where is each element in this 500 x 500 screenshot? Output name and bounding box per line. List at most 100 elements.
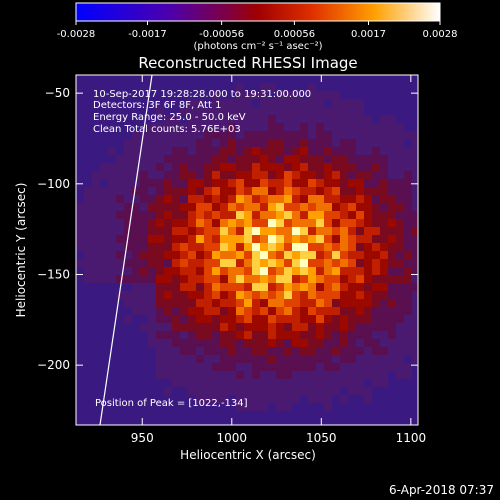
image-pixel	[340, 387, 348, 395]
image-pixel	[268, 155, 276, 163]
image-pixel	[404, 155, 412, 163]
image-pixel	[220, 155, 228, 163]
image-pixel	[172, 123, 180, 131]
image-pixel	[308, 139, 316, 147]
image-pixel	[196, 419, 204, 425]
image-pixel	[404, 75, 412, 83]
image-pixel	[76, 267, 84, 275]
image-pixel	[260, 115, 268, 123]
image-pixel	[388, 171, 396, 179]
image-pixel	[204, 387, 212, 395]
image-pixel	[292, 291, 300, 299]
image-pixel	[252, 211, 260, 219]
image-pixel	[180, 75, 188, 83]
image-pixel	[356, 187, 364, 195]
image-pixel	[276, 155, 284, 163]
image-pixel	[228, 243, 236, 251]
image-pixel	[188, 307, 196, 315]
image-pixel	[268, 203, 276, 211]
image-pixel	[76, 83, 84, 91]
image-pixel	[388, 339, 396, 347]
image-pixel	[172, 219, 180, 227]
image-pixel	[260, 227, 268, 235]
image-pixel	[140, 323, 148, 331]
image-pixel	[332, 203, 340, 211]
image-pixel	[204, 83, 212, 91]
image-pixel	[92, 187, 100, 195]
image-pixel	[284, 371, 292, 379]
image-pixel	[404, 91, 412, 99]
image-pixel	[396, 371, 404, 379]
image-pixel	[124, 83, 132, 91]
image-pixel	[404, 387, 412, 395]
image-pixel	[332, 251, 340, 259]
image-pixel	[180, 155, 188, 163]
image-pixel	[100, 187, 108, 195]
image-pixel	[236, 219, 244, 227]
image-pixel	[276, 251, 284, 259]
image-pixel	[244, 243, 252, 251]
image-pixel	[220, 387, 228, 395]
y-tick-label: −200	[37, 358, 70, 372]
image-pixel	[412, 411, 418, 419]
image-pixel	[84, 155, 92, 163]
image-pixel	[244, 99, 252, 107]
image-pixel	[148, 347, 156, 355]
image-pixel	[164, 155, 172, 163]
image-pixel	[188, 395, 196, 403]
image-pixel	[316, 123, 324, 131]
image-pixel	[108, 411, 116, 419]
image-pixel	[140, 139, 148, 147]
image-pixel	[164, 227, 172, 235]
image-pixel	[268, 411, 276, 419]
image-pixel	[316, 347, 324, 355]
image-pixel	[300, 331, 308, 339]
image-pixel	[284, 299, 292, 307]
image-pixel	[356, 219, 364, 227]
image-pixel	[196, 235, 204, 243]
image-pixel	[100, 203, 108, 211]
image-pixel	[276, 395, 284, 403]
image-pixel	[292, 91, 300, 99]
image-pixel	[196, 371, 204, 379]
image-pixel	[316, 259, 324, 267]
image-pixel	[292, 155, 300, 163]
image-pixel	[76, 363, 84, 371]
image-pixel	[396, 267, 404, 275]
image-pixel	[172, 331, 180, 339]
image-pixel	[260, 123, 268, 131]
image-pixel	[140, 275, 148, 283]
image-pixel	[372, 195, 380, 203]
image-pixel	[116, 315, 124, 323]
image-pixel	[108, 83, 116, 91]
image-pixel	[356, 251, 364, 259]
image-pixel	[164, 291, 172, 299]
image-pixel	[108, 307, 116, 315]
image-pixel	[252, 283, 260, 291]
image-pixel	[300, 75, 308, 83]
image-pixel	[196, 307, 204, 315]
image-pixel	[140, 387, 148, 395]
image-pixel	[356, 403, 364, 411]
image-pixel	[76, 403, 84, 411]
image-pixel	[364, 251, 372, 259]
image-pixel	[188, 83, 196, 91]
image-pixel	[140, 131, 148, 139]
image-pixel	[236, 283, 244, 291]
image-pixel	[164, 379, 172, 387]
image-pixel	[348, 403, 356, 411]
image-pixel	[316, 147, 324, 155]
image-pixel	[252, 307, 260, 315]
image-pixel	[76, 379, 84, 387]
image-pixel	[324, 355, 332, 363]
image-pixel	[284, 243, 292, 251]
image-pixel	[228, 187, 236, 195]
image-pixel	[180, 347, 188, 355]
image-pixel	[316, 387, 324, 395]
image-pixel	[148, 107, 156, 115]
image-pixel	[372, 107, 380, 115]
image-pixel	[308, 395, 316, 403]
image-pixel	[300, 179, 308, 187]
image-pixel	[132, 155, 140, 163]
